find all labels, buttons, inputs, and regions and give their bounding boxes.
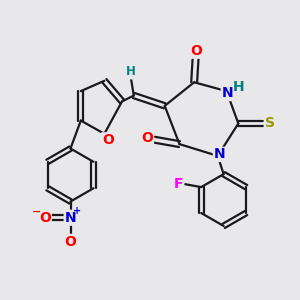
Text: O: O: [39, 211, 51, 225]
Text: +: +: [73, 206, 81, 216]
Text: H: H: [126, 65, 136, 79]
Text: O: O: [141, 131, 153, 145]
Text: −: −: [32, 207, 41, 217]
Text: O: O: [102, 133, 114, 147]
Text: N: N: [213, 147, 225, 161]
Text: O: O: [190, 44, 202, 58]
Text: H: H: [233, 80, 245, 94]
Text: S: S: [265, 116, 275, 130]
Text: F: F: [174, 177, 183, 190]
Text: O: O: [64, 235, 76, 249]
Text: N: N: [65, 211, 76, 225]
Text: N: N: [221, 86, 233, 100]
